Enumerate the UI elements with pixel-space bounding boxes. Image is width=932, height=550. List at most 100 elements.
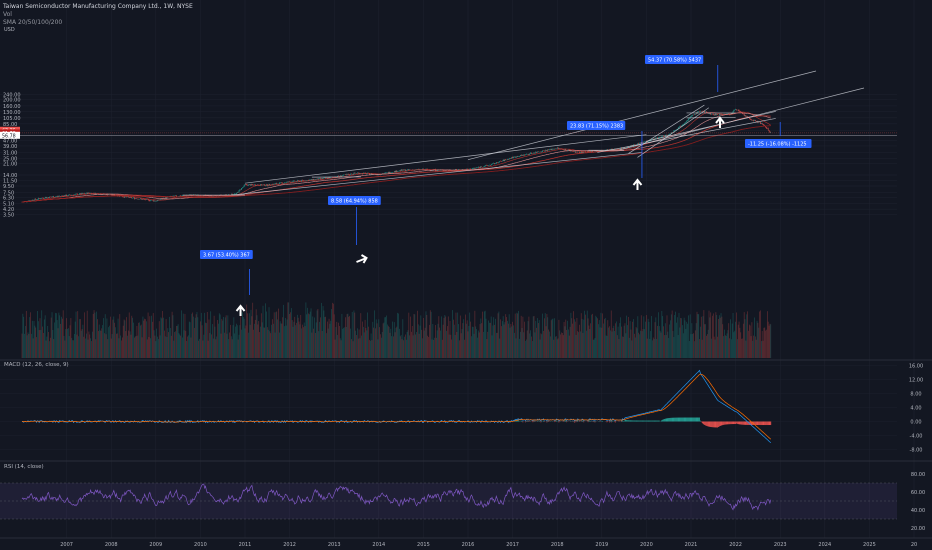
candle-body (502, 159, 504, 161)
macd-histogram-bar (747, 421, 749, 425)
candle-body (301, 180, 302, 182)
volume-bar (431, 339, 433, 358)
volume-bar (429, 310, 431, 358)
candle-body (127, 196, 128, 198)
volume-bar (265, 303, 266, 358)
macd-histogram-bar (621, 421, 622, 423)
macd-histogram-bar (699, 417, 700, 422)
volume-bar (726, 333, 728, 358)
volume-bar (106, 318, 108, 358)
volume-bar (290, 312, 291, 358)
candle-body (582, 151, 584, 153)
volume-bar (25, 310, 27, 358)
volume-bar (238, 334, 240, 358)
volume-bar (193, 316, 194, 358)
candle-body (749, 117, 750, 119)
volume-bar (623, 325, 625, 358)
price-axis-tick: 5.10 (3, 202, 14, 208)
volume-bar (411, 331, 412, 358)
volume-bar (749, 325, 751, 358)
volume-bar (638, 332, 640, 358)
volume-bar (546, 313, 548, 358)
candle-body (408, 169, 410, 171)
volume-bar (330, 320, 332, 358)
volume-bar (550, 320, 552, 358)
volume-bar (84, 312, 85, 358)
macd-histogram-bar (746, 421, 748, 425)
macd-histogram-bar (639, 420, 641, 422)
macd-histogram-bar (599, 421, 601, 423)
volume-bar (600, 312, 602, 358)
volume-bar (717, 336, 718, 358)
time-axis-tick: 20 (911, 542, 917, 548)
volume-bar (325, 316, 326, 358)
volume-bar (603, 323, 604, 358)
candle-body (113, 194, 115, 196)
volume-bar (463, 319, 465, 358)
volume-bar (289, 314, 290, 358)
volume-bar (154, 335, 156, 358)
volume-bar (176, 325, 178, 358)
price-axis-tick: 14.00 (3, 173, 17, 179)
volume-bar (369, 340, 371, 358)
volume-bar (104, 314, 106, 358)
macd-histogram-bar (710, 421, 712, 427)
candle-body (565, 149, 567, 151)
volume-bar (23, 316, 25, 358)
volume-bar (403, 340, 405, 358)
macd-histogram-bar (725, 421, 727, 425)
volume-bar (357, 328, 358, 358)
volume-bar (374, 310, 375, 358)
macd-histogram-bar (714, 421, 716, 428)
candle-body (556, 147, 558, 149)
up-arrow-2010 (235, 304, 246, 316)
volume-bar (201, 325, 203, 358)
candle-body (562, 149, 564, 151)
volume-bar (417, 324, 419, 358)
macd-histogram-bar (649, 420, 651, 422)
candle-body (524, 154, 525, 156)
volume-bar (206, 311, 208, 358)
candle-body (713, 114, 714, 115)
macd-histogram-bar (713, 421, 715, 428)
volume-bar (378, 319, 380, 358)
time-axis-tick: 2007 (60, 542, 73, 548)
macd-histogram-bar (723, 421, 724, 425)
volume-bar (664, 323, 666, 358)
volume-bar (345, 326, 347, 358)
macd-axis-tick: -8.00 (910, 448, 923, 454)
volume-bar (630, 329, 632, 358)
volume-bar (308, 313, 309, 358)
macd-histogram-bar (522, 421, 524, 423)
candle-body (308, 180, 309, 181)
volume-bar (742, 323, 744, 358)
volume-bar (368, 326, 369, 358)
volume-bar (578, 332, 579, 358)
volume-bar (49, 341, 50, 358)
volume-bar (672, 331, 674, 358)
macd-histogram-bar (614, 421, 616, 423)
volume-bar (558, 319, 560, 358)
volume-bar (652, 340, 653, 358)
volume-bar (55, 312, 56, 358)
price-axis-tick: 85.00 (3, 122, 17, 128)
volume-bar (753, 335, 754, 358)
macd-histogram-bar (658, 420, 660, 422)
volume-bar (680, 318, 682, 358)
volume-bar (301, 328, 302, 358)
volume-bar (285, 325, 287, 358)
measure-callout-text: -11.25 (-16.08%) -1125 (748, 141, 807, 147)
candle-body (416, 169, 417, 170)
candle-body (491, 163, 493, 165)
candle-body (290, 181, 291, 183)
volume-bar (496, 332, 498, 358)
candle-body (747, 116, 748, 118)
macd-histogram-bar (537, 420, 538, 422)
volume-bar (758, 327, 760, 358)
macd-histogram-bar (565, 420, 567, 422)
volume-bar (343, 327, 344, 358)
volume-bar (521, 327, 523, 358)
rsi-line (21, 483, 772, 511)
candle-body (161, 198, 163, 200)
volume-bar (352, 341, 354, 358)
